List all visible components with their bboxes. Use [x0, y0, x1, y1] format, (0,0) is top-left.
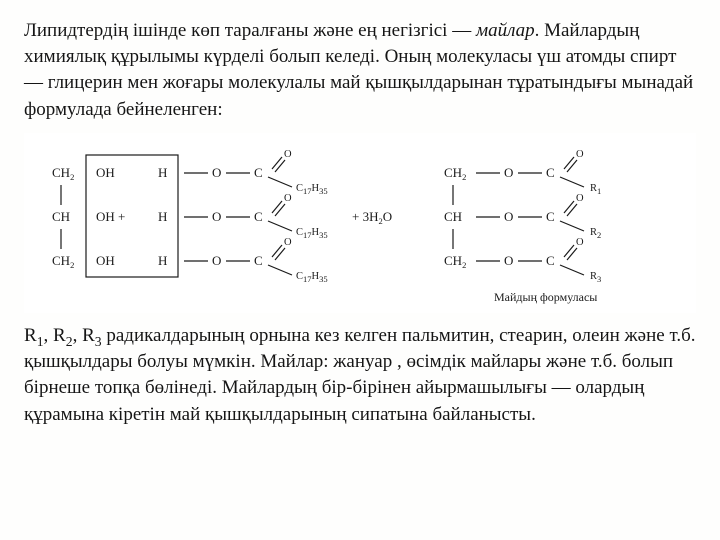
svg-text:H: H: [158, 253, 167, 268]
svg-text:O: O: [284, 193, 292, 204]
r3-sub: 3: [95, 334, 102, 349]
chemistry-svg: CH2 CH CH2 OH H OH + H OH H O: [24, 139, 704, 309]
svg-text:O: O: [504, 209, 513, 224]
svg-text:O: O: [284, 237, 292, 248]
svg-text:C: C: [546, 209, 555, 224]
intro-paragraph: Липидтердің ішінде көп таралғаны және ең…: [24, 18, 696, 123]
r1-sub: 1: [37, 334, 44, 349]
svg-text:CH2: CH2: [444, 165, 466, 182]
svg-text:OH: OH: [96, 253, 115, 268]
svg-text:C: C: [254, 253, 263, 268]
svg-text:O: O: [212, 253, 221, 268]
r3: R: [82, 325, 95, 346]
document-page: Липидтердің ішінде көп таралғаны және ең…: [0, 0, 720, 540]
svg-text:OH +: OH +: [96, 209, 125, 224]
svg-text:C: C: [546, 165, 555, 180]
outro-text: радикалдарының орнына кез келген пальмит…: [24, 325, 696, 425]
svg-text:O: O: [576, 237, 584, 248]
svg-text:O: O: [504, 165, 513, 180]
r2-sub: 2: [66, 334, 73, 349]
svg-text:R1: R1: [590, 183, 601, 196]
intro-before: Липидтердің ішінде көп таралғаны және ең…: [24, 20, 476, 41]
acid-chains: O C O C17H35 O C O C17H35: [184, 149, 328, 284]
chem-caption: Майдың формуласы: [494, 290, 597, 304]
svg-text:R3: R3: [590, 271, 601, 284]
svg-text:CH: CH: [52, 209, 70, 224]
svg-text:O: O: [576, 193, 584, 204]
svg-text:C: C: [254, 209, 263, 224]
r2: R: [53, 325, 66, 346]
product-triglyceride: CH2 CH CH2 O C O R1 O C: [444, 149, 601, 284]
svg-text:C17H35: C17H35: [296, 183, 328, 196]
svg-text:C17H35: C17H35: [296, 227, 328, 240]
svg-text:O: O: [284, 149, 292, 160]
intro-emphasis: майлар: [476, 20, 535, 41]
svg-text:H: H: [158, 165, 167, 180]
svg-text:R2: R2: [590, 227, 601, 240]
svg-text:C: C: [254, 165, 263, 180]
svg-text:CH2: CH2: [444, 253, 466, 270]
chemistry-figure: CH2 CH CH2 OH H OH + H OH H O: [24, 133, 696, 313]
glycerol-backbone: CH2 CH CH2: [52, 165, 74, 270]
svg-text:+ 3H2O: + 3H2O: [352, 209, 392, 226]
svg-text:C: C: [546, 253, 555, 268]
svg-text:O: O: [212, 165, 221, 180]
water-term: + 3H2O: [352, 209, 392, 226]
svg-text:O: O: [504, 253, 513, 268]
outro-paragraph: R1, R2, R3 радикалдарының орнына кез кел…: [24, 323, 696, 428]
svg-text:OH: OH: [96, 165, 115, 180]
svg-text:CH2: CH2: [52, 165, 74, 182]
svg-text:O: O: [576, 149, 584, 160]
svg-text:O: O: [212, 209, 221, 224]
svg-text:CH2: CH2: [52, 253, 74, 270]
r1: R: [24, 325, 37, 346]
svg-text:CH: CH: [444, 209, 462, 224]
oh-h-box: OH H OH + H OH H: [86, 155, 178, 277]
svg-text:C17H35: C17H35: [296, 271, 328, 284]
svg-text:H: H: [158, 209, 167, 224]
